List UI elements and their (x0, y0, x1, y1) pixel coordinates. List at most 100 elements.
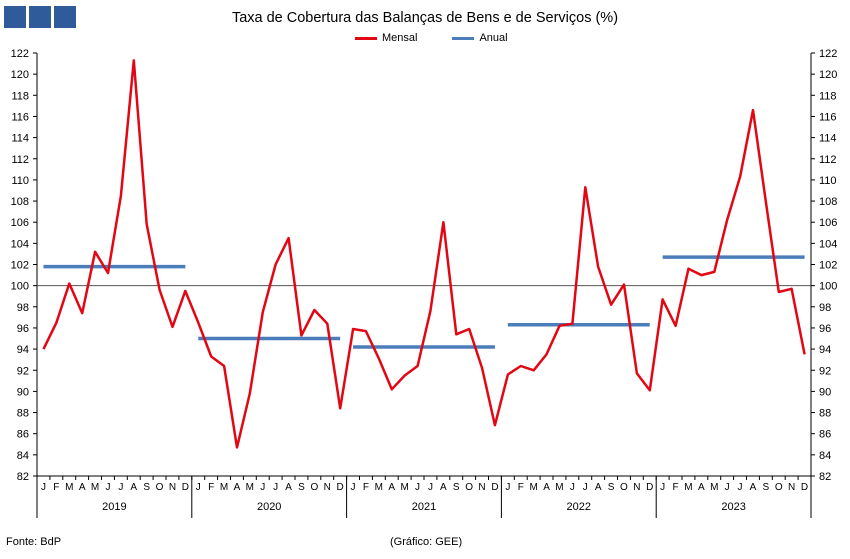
y-tick-label-left: 82 (17, 471, 29, 483)
chart-title: Taxa de Cobertura das Balanças de Bens e… (231, 10, 619, 26)
logo-square-3 (54, 6, 76, 28)
month-label: J (415, 482, 420, 493)
month-label: M (400, 482, 408, 493)
y-tick-label-right: 122 (819, 48, 837, 60)
y-tick-label-right: 94 (819, 344, 831, 356)
month-label: N (633, 482, 640, 493)
month-label: O (310, 482, 318, 493)
month-label: A (543, 482, 550, 493)
y-tick-label-left: 118 (11, 90, 29, 102)
month-label: A (285, 482, 292, 493)
legend-item-mensal: Mensal (355, 32, 417, 44)
legend-swatch-anual (452, 36, 475, 40)
month-label: S (298, 482, 305, 493)
month-label: A (79, 482, 86, 493)
month-label: J (583, 482, 588, 493)
month-label: S (608, 482, 615, 493)
y-tick-label-right: 110 (819, 175, 837, 187)
legend-swatch-mensal (355, 36, 377, 40)
month-label: D (801, 482, 808, 493)
y-tick-label-right: 92 (819, 365, 831, 377)
y-tick-label-left: 86 (17, 429, 29, 441)
y-tick-label-left: 106 (11, 217, 29, 229)
y-tick-label-right: 116 (819, 111, 837, 123)
y-tick-label-right: 120 (819, 69, 837, 81)
month-label: M (555, 482, 563, 493)
month-label: A (750, 482, 757, 493)
month-label: N (788, 482, 795, 493)
y-tick-label-left: 104 (11, 238, 29, 250)
y-tick-label-left: 108 (11, 196, 29, 208)
y-tick-label-right: 88 (819, 408, 831, 420)
chart-legend: Mensal Anual (355, 32, 543, 44)
month-label: J (505, 482, 510, 493)
month-label: J (105, 482, 110, 493)
y-tick-label-left: 112 (11, 154, 29, 166)
month-label: M (220, 482, 228, 493)
month-label: J (273, 482, 278, 493)
year-label: 2023 (721, 501, 745, 513)
month-label: F (208, 482, 214, 493)
month-label: J (260, 482, 265, 493)
y-tick-label-left: 116 (11, 111, 29, 123)
month-label: A (130, 482, 137, 493)
month-label: J (41, 482, 46, 493)
month-label: F (518, 482, 524, 493)
y-tick-label-left: 98 (17, 302, 29, 314)
y-tick-label-right: 98 (819, 302, 831, 314)
mensal-line (42, 59, 806, 449)
month-label: M (65, 482, 73, 493)
month-label: F (53, 482, 59, 493)
legend-label-mensal: Mensal (382, 32, 418, 44)
month-label: A (234, 482, 241, 493)
month-label: M (91, 482, 99, 493)
month-label: F (363, 482, 369, 493)
month-label: M (684, 482, 692, 493)
y-tick-label-right: 86 (819, 429, 831, 441)
y-tick-label-left: 122 (11, 48, 29, 60)
month-label: J (660, 482, 665, 493)
month-label: N (169, 482, 176, 493)
y-tick-label-right: 96 (819, 323, 831, 335)
source-note: Fonte: BdP (6, 536, 62, 548)
month-label: A (388, 482, 395, 493)
y-tick-label-right: 82 (819, 471, 831, 483)
month-label: J (351, 482, 356, 493)
month-label: N (324, 482, 331, 493)
month-label: D (646, 482, 653, 493)
month-label: O (156, 482, 164, 493)
month-label: M (710, 482, 718, 493)
month-label: J (738, 482, 743, 493)
year-label: 2021 (412, 501, 436, 513)
month-label: D (182, 482, 189, 493)
y-tick-label-left: 114 (11, 133, 29, 145)
month-label: J (725, 482, 730, 493)
month-label: S (143, 482, 150, 493)
month-label: J (428, 482, 433, 493)
month-label: D (491, 482, 498, 493)
y-tick-label-right: 90 (819, 386, 831, 398)
y-tick-label-left: 120 (11, 69, 29, 81)
y-tick-label-left: 90 (17, 386, 29, 398)
month-label: M (529, 482, 537, 493)
month-label: S (763, 482, 770, 493)
y-tick-label-right: 118 (819, 90, 837, 102)
y-tick-label-left: 96 (17, 323, 29, 335)
y-tick-label-left: 84 (17, 450, 29, 462)
month-label: D (337, 482, 344, 493)
month-label: O (620, 482, 628, 493)
y-tick-label-left: 94 (17, 344, 29, 356)
logo-square-1 (4, 6, 26, 28)
y-tick-label-left: 100 (11, 281, 29, 293)
y-tick-label-left: 92 (17, 365, 29, 377)
credit-note: (Gráfico: GEE) (390, 536, 463, 548)
month-label: M (375, 482, 383, 493)
month-label: J (196, 482, 201, 493)
month-label: F (672, 482, 678, 493)
legend-label-anual: Anual (479, 32, 508, 44)
y-tick-label-right: 108 (819, 196, 837, 208)
y-tick-label-left: 88 (17, 408, 29, 420)
y-tick-label-right: 114 (819, 133, 837, 145)
month-label: A (440, 482, 447, 493)
